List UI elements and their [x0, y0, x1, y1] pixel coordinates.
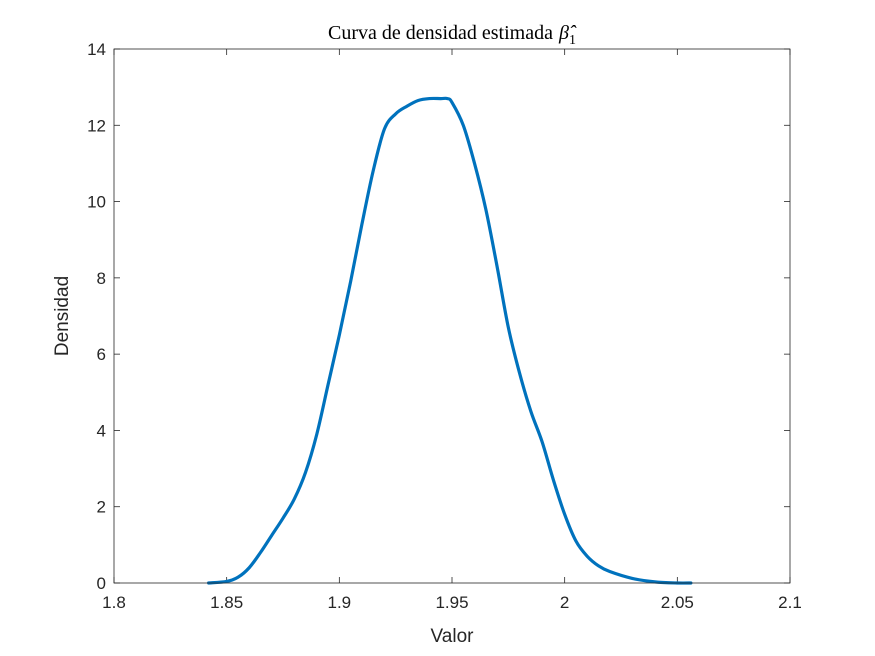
x-tick-labels: 1.8 1.85 1.9 1.95 2 2.05 2.1	[102, 593, 802, 612]
x-tick-label: 2	[560, 593, 569, 612]
chart-title-subscript: 1	[569, 33, 576, 48]
density-curve-line	[207, 96, 693, 585]
y-tick-label: 4	[97, 421, 106, 440]
y-tick-label: 8	[97, 269, 106, 288]
y-axis-label: Densidad	[52, 276, 73, 356]
y-tick-label: 12	[87, 116, 106, 135]
x-tick-label: 1.85	[210, 593, 243, 612]
y-tick-label: 6	[97, 345, 106, 364]
x-axis-label: Valor	[431, 626, 475, 647]
plot-area	[114, 49, 790, 583]
x-tick-label: 1.95	[435, 593, 468, 612]
x-tick-label: 1.9	[328, 593, 352, 612]
y-tick-label: 14	[87, 40, 106, 59]
y-tick-label: 2	[97, 498, 106, 517]
y-tick-label: 0	[97, 574, 106, 593]
axes-box	[113, 48, 791, 584]
y-tick-labels: 0 2 4 6 8 10 12 14	[87, 40, 106, 593]
x-tick-label: 2.1	[778, 593, 802, 612]
chart-title-text: Curva de densidad estimada	[328, 22, 553, 44]
x-tick-label: 2.05	[661, 593, 694, 612]
x-tick-label: 1.8	[102, 593, 126, 612]
y-tick-label: 10	[87, 193, 106, 212]
